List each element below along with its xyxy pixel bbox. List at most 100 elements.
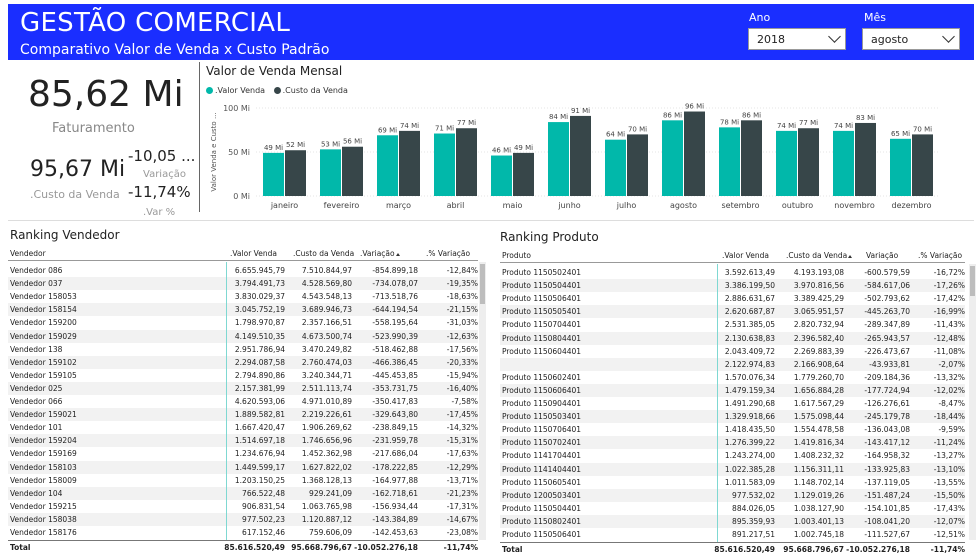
table-row[interactable]: Vendedor 158009 1.203.150,25 1.368.128,13 -…: [8, 474, 478, 487]
table-cell: 3.386.199,50: [724, 281, 775, 291]
table-cell: Vendedor 159204: [10, 436, 77, 446]
table-cell: 2.269.883,39: [793, 346, 844, 356]
table-row[interactable]: Vendedor 104 766.522,48 929.241,09 -162.718…: [8, 486, 478, 500]
bar-custo-venda: [513, 152, 534, 196]
table-cell: -17,56%: [446, 344, 478, 354]
table-row[interactable]: Vendedor 138 2.951.786,94 3.470.249,82 -518…: [8, 343, 478, 356]
table-cell: Produto 1150904401: [502, 399, 582, 408]
month-slicer-value: agosto: [871, 33, 909, 46]
bar-data-label: 84 Mi: [549, 113, 568, 121]
column-header[interactable]: .Variação: [360, 249, 400, 258]
table-cell: -11,43%: [933, 320, 965, 330]
column-header[interactable]: .Valor Venda: [722, 251, 769, 260]
bar-data-label: 74 Mi: [400, 122, 419, 130]
column-header[interactable]: .% Variação: [918, 251, 963, 260]
scrollbar-thumb[interactable]: [480, 264, 485, 304]
table-row[interactable]: Vendedor 159105 2.794.890,86 3.240.344,71 -…: [8, 369, 478, 382]
table-cell: 1.452.362,98: [301, 449, 352, 459]
table-row[interactable]: Produto 1150504401 884.026,05 1.038.127,90…: [500, 502, 965, 515]
table-cell: -11,08%: [933, 346, 965, 356]
table-row[interactable]: Vendedor 025 2.157.381,99 2.511.113,74 -353…: [8, 381, 478, 395]
table-cell: Produto 1150502401: [502, 268, 582, 277]
table-cell: -13,32%: [933, 372, 965, 382]
column-separator: [717, 264, 718, 543]
month-slicer[interactable]: agosto: [862, 28, 960, 50]
table-row[interactable]: Produto 1150706401 1.418.435,50 1.554.478,…: [500, 423, 965, 436]
table-cell: -21,15%: [446, 305, 478, 315]
table-row[interactable]: Vendedor 159215 906.831,54 1.063.765,98 -15…: [8, 500, 478, 513]
column-header[interactable]: .Custo da Venda: [786, 251, 853, 260]
table-row[interactable]: Produto 1200503401 977.532,02 1.129.019,26…: [500, 488, 965, 502]
ranking-produto-scrollbar[interactable]: [969, 264, 976, 540]
table-cell: -142.453,63: [372, 528, 418, 537]
table-cell: Produto 1150804401: [502, 333, 582, 343]
bar-valor-venda: [833, 130, 854, 196]
table-cell: -15,50%: [933, 490, 965, 500]
table-cell: -558.195,64: [372, 318, 418, 328]
table-row[interactable]: Produto 1150505401 2.620.687,87 3.065.951,…: [500, 305, 965, 319]
table-cell: Vendedor 037: [10, 279, 63, 289]
table-row[interactable]: Produto 1150704401 2.531.385,05 2.820.732,…: [500, 318, 965, 331]
table-row[interactable]: Vendedor 101 1.667.420,47 1.906.269,62 -238…: [8, 421, 478, 434]
table-cell: -31,03%: [446, 318, 478, 328]
table-row[interactable]: Produto 1141404401 1.022.385,28 1.156.311,…: [500, 462, 965, 476]
y-axis-label: Valor Venda e Custo ...: [210, 112, 218, 191]
table-row[interactable]: Produto 1150602401 1.570.076,34 1.779.260,…: [500, 371, 965, 384]
table-row[interactable]: Produto 1141704401 1.243.274,00 1.408.232,…: [500, 449, 965, 462]
table-row[interactable]: Produto 1150506401 891.217,51 1.002.745,18…: [500, 528, 965, 541]
scrollbar-thumb[interactable]: [970, 266, 975, 296]
faturamento-label: Faturamento: [52, 121, 135, 136]
table-cell: 3.794.491,73: [234, 279, 285, 289]
table-row[interactable]: Vendedor 158038 977.502,23 1.120.887,12 -14…: [8, 512, 478, 526]
bar-valor-venda: [491, 155, 512, 196]
table-row[interactable]: Produto 1150503401 1.329.918,66 1.575.098,…: [500, 410, 965, 424]
table-row[interactable]: Vendedor 066 4.620.593,06 4.971.010,89 -350…: [8, 395, 478, 408]
table-row[interactable]: Vendedor 158053 3.830.029,37 4.543.548,13 -…: [8, 290, 478, 303]
table-row[interactable]: Produto 1150904401 1.491.290,68 1.617.567,…: [500, 397, 965, 410]
year-slicer[interactable]: 2018: [748, 28, 846, 50]
table-row[interactable]: Vendedor 159169 1.234.676,94 1.452.362,98 -…: [8, 447, 478, 460]
table-cell: Vendedor 101: [10, 423, 63, 433]
legend-valor-venda[interactable]: .Valor Venda: [206, 86, 265, 95]
table-cell: 1.779.260,70: [793, 372, 844, 382]
column-header[interactable]: Vendedor: [10, 249, 46, 258]
table-row[interactable]: Produto 1150606401 1.479.159,34 1.656.884,…: [500, 383, 965, 397]
column-header[interactable]: Produto: [502, 251, 531, 260]
table-row[interactable]: Vendedor 159102 2.294.087,58 2.760.474,03 -…: [8, 355, 478, 369]
column-header[interactable]: .Custo da Venda: [293, 249, 355, 258]
column-header[interactable]: .Valor Venda: [230, 249, 277, 258]
x-tick-label: maio: [503, 201, 523, 210]
table-row[interactable]: Vendedor 159029 4.149.510,35 4.673.500,74 -…: [8, 329, 478, 343]
bar-custo-venda: [627, 134, 648, 196]
table-cell: Produto 1150602401: [502, 372, 582, 382]
table-row[interactable]: Produto 1150802401 895.359,93 1.003.401,13…: [500, 514, 965, 528]
table-row[interactable]: Vendedor 159021 1.889.582,81 2.219.226,61 -…: [8, 408, 478, 422]
column-header[interactable]: Variação: [866, 251, 899, 260]
x-tick-label: outubro: [782, 201, 813, 210]
table-row[interactable]: Vendedor 159200 1.798.970,87 2.357.166,51 -…: [8, 316, 478, 329]
table-row[interactable]: Produto 1150506401 2.886.631,67 3.389.425,…: [500, 292, 965, 305]
table-total-cell: -10.052.276,18: [846, 545, 910, 554]
table-row[interactable]: Vendedor 086 6.655.945,79 7.510.844,97 -854…: [8, 264, 478, 277]
table-cell: 1.011.583,09: [724, 477, 775, 487]
table-row[interactable]: Vendedor 158176 617.152,46 759.606,09 -142.…: [8, 526, 478, 539]
table-row[interactable]: Produto 1150702401 1.276.399,22 1.419.816,…: [500, 436, 965, 450]
table-cell: Produto 1150606401: [502, 385, 582, 395]
table-total-cell: 95.668.796,67: [783, 545, 844, 554]
table-row[interactable]: 2.122.974,83 2.166.908,64 -43.933,81 -2,07%: [500, 357, 965, 371]
table-cell: -143.384,89: [372, 514, 418, 524]
table-row[interactable]: Produto 1150604401 2.043.409,72 2.269.883,…: [500, 345, 965, 358]
table-row[interactable]: Produto 1150504401 3.386.199,50 3.970.816,…: [500, 279, 965, 293]
table-cell: Produto 1150505401: [502, 307, 582, 317]
table-row[interactable]: Produto 1150605401 1.011.583,09 1.148.702,…: [500, 476, 965, 489]
table-row[interactable]: Vendedor 158154 3.045.752,19 3.689.946,73 -…: [8, 303, 478, 317]
column-header[interactable]: .% Variação: [426, 249, 471, 258]
table-row[interactable]: Produto 1150804401 2.130.638,83 2.396.582,…: [500, 331, 965, 345]
table-cell: Produto 1150504401: [502, 503, 582, 513]
table-row[interactable]: Vendedor 037 3.794.491,73 4.528.569,80 -734…: [8, 277, 478, 291]
table-row[interactable]: Produto 1150502401 3.592.613,49 4.193.193,…: [500, 266, 965, 279]
table-row[interactable]: Vendedor 158103 1.449.599,17 1.627.822,02 -…: [8, 460, 478, 474]
ranking-vendedor-scrollbar[interactable]: [479, 262, 486, 540]
legend-custo-venda[interactable]: .Custo da Venda: [273, 86, 348, 95]
table-row[interactable]: Vendedor 159204 1.514.697,18 1.746.656,96 -…: [8, 434, 478, 448]
